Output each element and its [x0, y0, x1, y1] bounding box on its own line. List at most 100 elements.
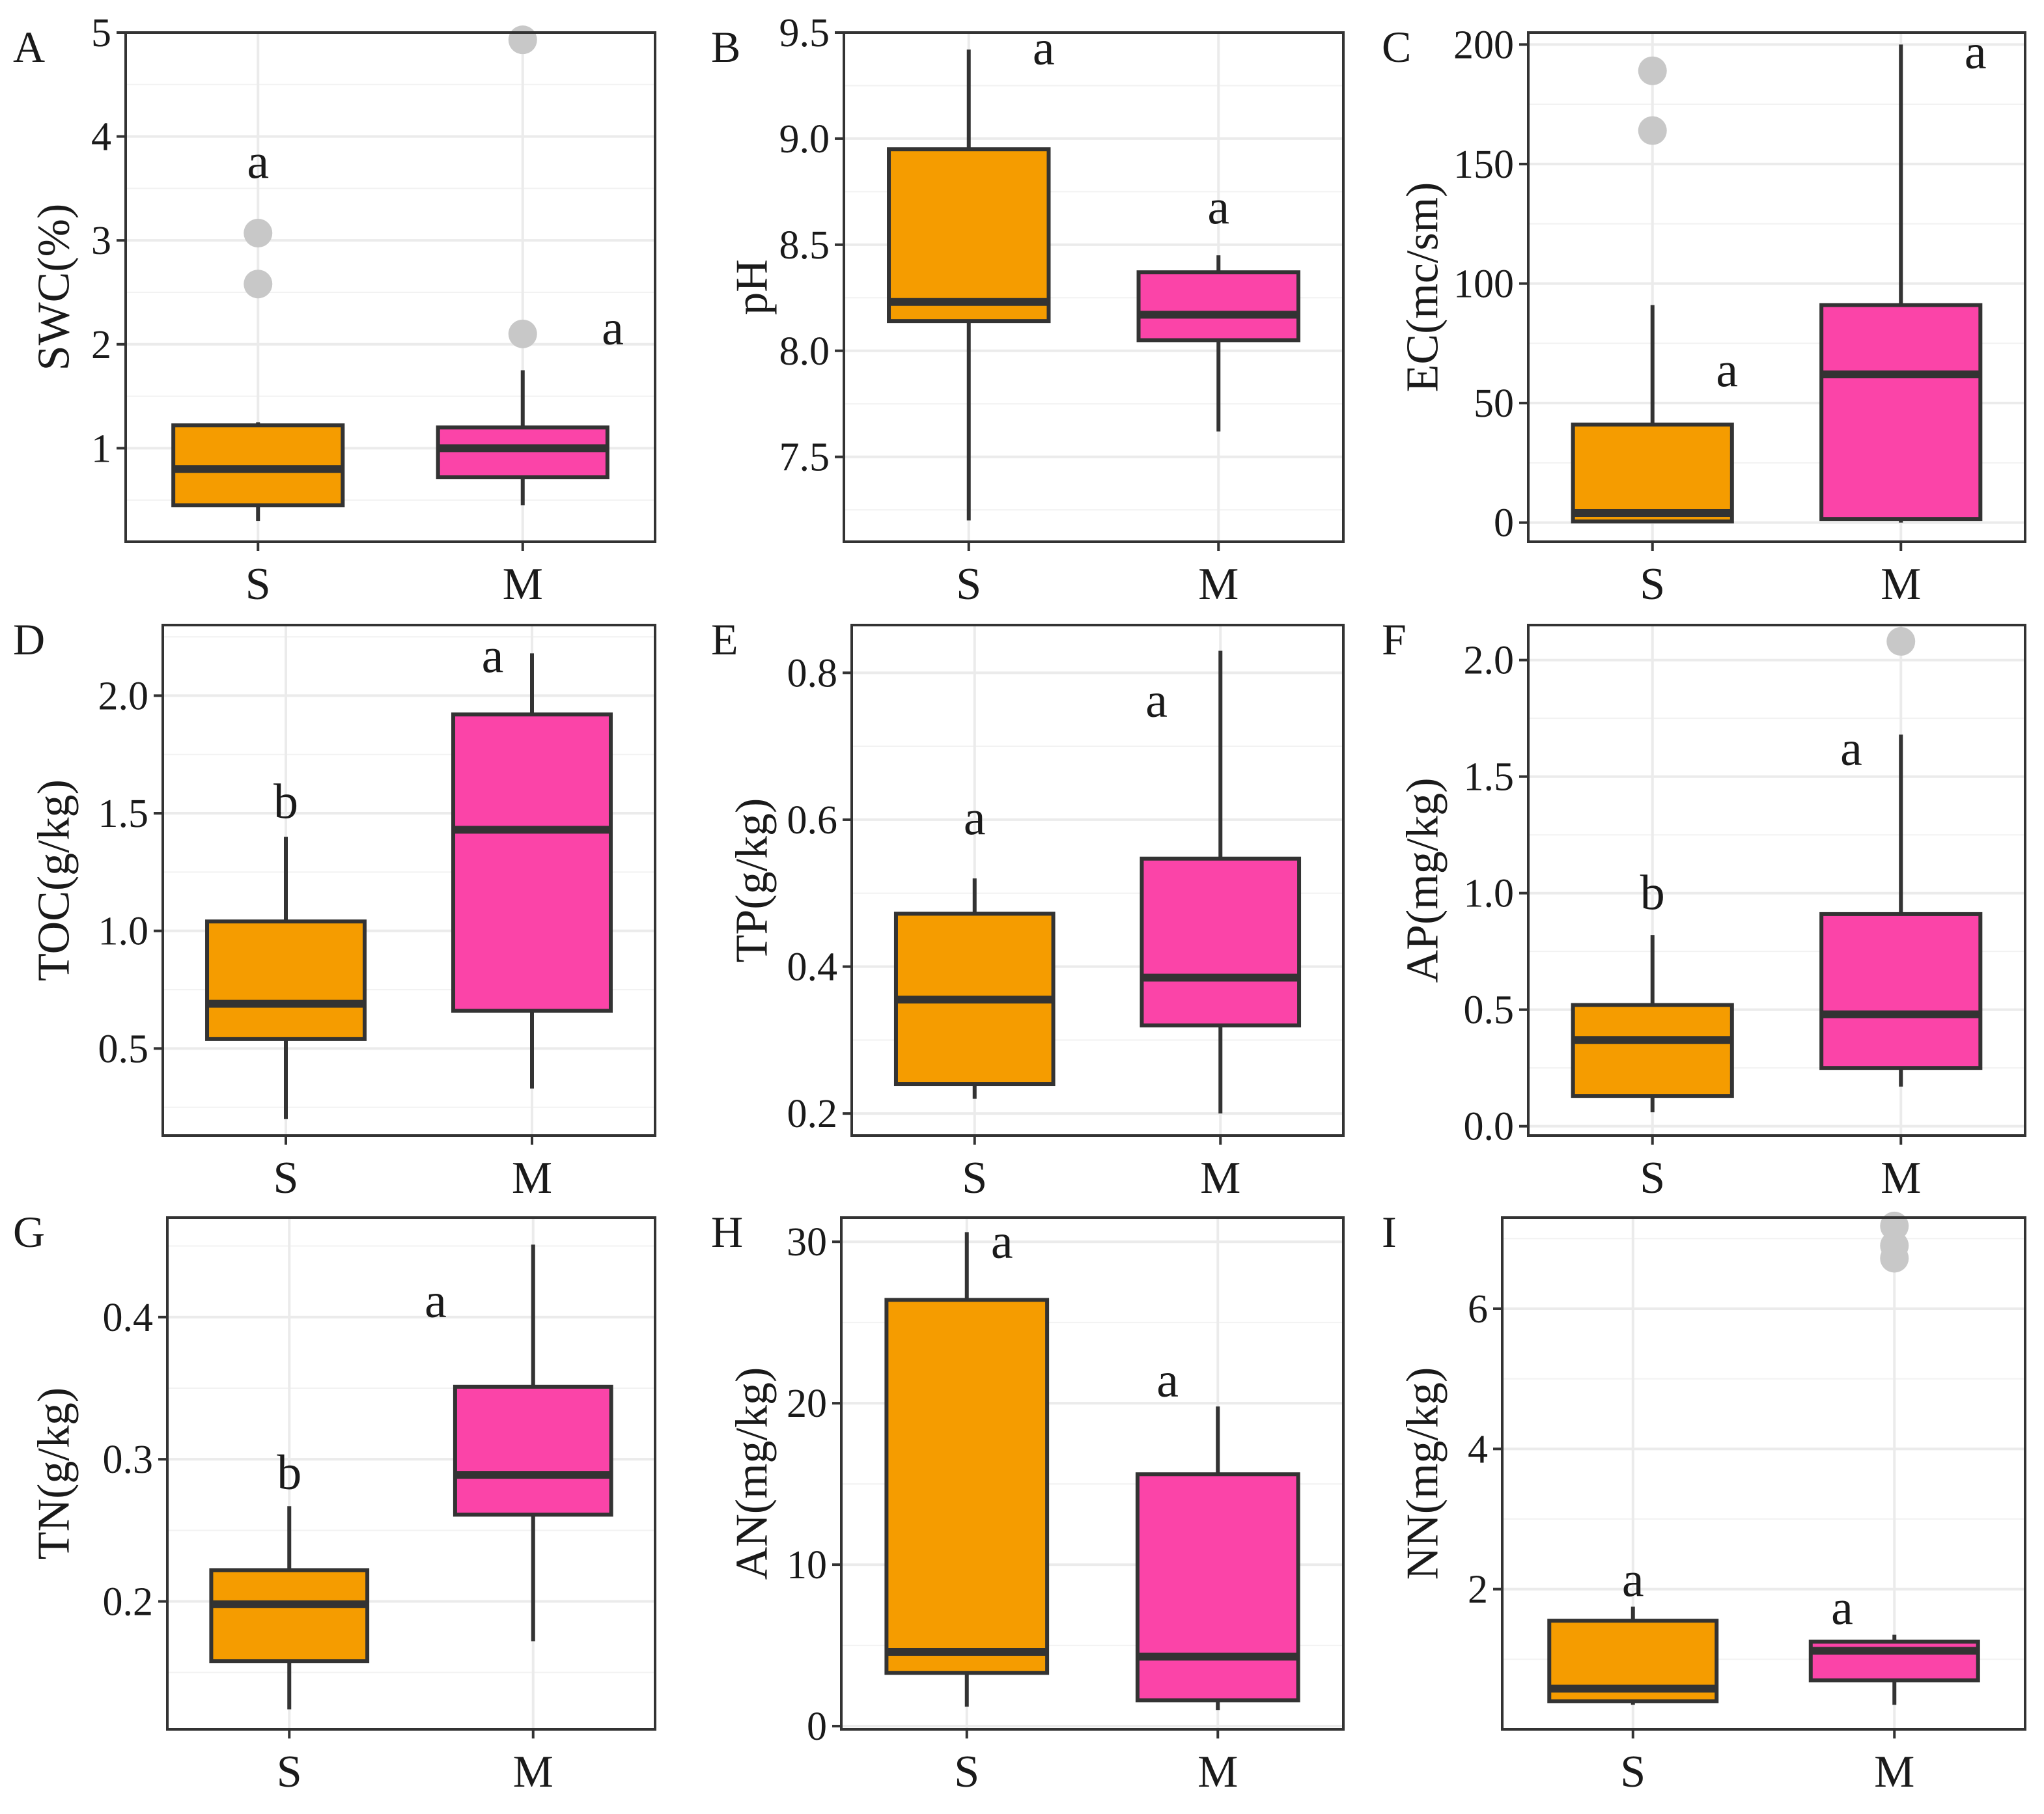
x-category-label: M — [1197, 1747, 1238, 1797]
y-tick-label: 150 — [1453, 143, 1514, 187]
box-m: a — [1136, 180, 1300, 432]
panel-label: A — [13, 22, 45, 72]
x-category-label: M — [1200, 1153, 1240, 1203]
box-m: a — [1140, 650, 1302, 1114]
y-axis-title: NN(mg/kg) — [1398, 1367, 1448, 1580]
box-iqr — [887, 147, 1051, 324]
y-tick-label: 0.5 — [1464, 988, 1515, 1033]
y-tick-label: 0.4 — [787, 945, 838, 990]
significance-letter: a — [482, 628, 504, 683]
y-tick-label: 1.0 — [98, 910, 149, 954]
significance-letter: a — [1831, 1580, 1853, 1635]
outlier-point — [1886, 627, 1916, 656]
y-axis-title: AN(mg/kg) — [727, 1367, 777, 1580]
box-m: a — [436, 25, 624, 506]
y-tick-label: 2 — [91, 323, 111, 367]
outlier-point — [244, 270, 273, 299]
outlier-point — [1880, 1231, 1909, 1261]
box-iqr — [205, 919, 367, 1041]
y-tick-label: 9.0 — [779, 117, 830, 161]
significance-letter: a — [1156, 1353, 1179, 1408]
box-iqr — [436, 425, 609, 480]
y-axis-title: TN(g/kg) — [29, 1388, 79, 1559]
significance-letter: a — [1840, 721, 1862, 776]
x-category-label: S — [954, 1747, 979, 1797]
panel-label: B — [711, 22, 740, 72]
significance-letter: a — [602, 301, 624, 356]
panel-border — [161, 624, 656, 1137]
box-m: a — [1808, 1211, 1980, 1705]
outlier-point — [508, 319, 537, 348]
panel-border — [166, 1216, 656, 1731]
y-tick-label: 0.2 — [787, 1092, 838, 1136]
y-axis-title: TOC(g/kg) — [29, 779, 79, 981]
y-tick-label: 200 — [1453, 23, 1514, 67]
x-category-label: M — [512, 1153, 552, 1203]
significance-letter: a — [964, 790, 986, 845]
box-m: a — [1135, 1353, 1300, 1710]
x-category-label: S — [277, 1747, 302, 1797]
y-tick-label: 2.0 — [1464, 639, 1515, 683]
x-category-label: M — [1881, 1153, 1921, 1203]
panel-label: F — [1382, 615, 1407, 664]
box-iqr — [1819, 303, 1983, 522]
y-tick-label: 1.5 — [1464, 755, 1515, 800]
significance-letter: a — [1207, 180, 1229, 234]
box-iqr — [1136, 270, 1300, 342]
box-iqr — [209, 1568, 370, 1664]
panel-h: a a 0 10 20 30 S M AN(mg/kg) H — [711, 1207, 1345, 1797]
significance-letter: a — [425, 1274, 447, 1328]
outlier-point — [1638, 56, 1667, 85]
box-m: a — [451, 628, 613, 1089]
significance-letter: b — [277, 1445, 301, 1500]
x-category-label: S — [273, 1153, 299, 1203]
panel-label: E — [711, 615, 738, 664]
box-s: a — [893, 790, 1056, 1099]
panel-border — [850, 624, 1345, 1137]
panel-label: D — [13, 615, 45, 664]
y-tick-label: 4 — [1468, 1427, 1488, 1472]
y-tick-label: 3 — [91, 219, 111, 263]
panel-b: a a 7.5 8.0 8.5 9.0 9.5 S MpH B — [711, 11, 1345, 609]
box-m: a — [425, 1244, 613, 1641]
y-tick-label: 20 — [787, 1382, 827, 1426]
y-tick-label: 10 — [787, 1543, 827, 1587]
y-axis-title: SWC(%) — [29, 204, 79, 371]
significance-letter: a — [1716, 342, 1738, 397]
significance-letter: b — [1640, 866, 1665, 921]
y-tick-label: 5 — [91, 11, 111, 55]
y-tick-label: 0.5 — [98, 1027, 149, 1071]
box-s: a — [171, 134, 345, 522]
outlier-point — [1638, 116, 1667, 145]
y-tick-label: 1.5 — [98, 792, 149, 836]
y-tick-label: 8.5 — [779, 223, 830, 268]
box-iqr — [453, 1384, 613, 1517]
box-iqr — [1135, 1472, 1300, 1703]
significance-letter: a — [1965, 25, 1987, 79]
x-category-label: M — [1881, 559, 1921, 609]
y-tick-label: 0.8 — [787, 651, 838, 695]
y-axis-title: pH — [727, 259, 777, 315]
y-tick-label: 0.0 — [1464, 1105, 1515, 1149]
y-tick-label: 0.3 — [103, 1438, 154, 1482]
outlier-point — [1880, 1211, 1909, 1240]
panel-label: C — [1382, 22, 1411, 72]
panel-border — [1501, 1216, 2026, 1731]
panel-border — [840, 1216, 1345, 1731]
x-category-label: M — [503, 559, 543, 609]
significance-letter: a — [1145, 673, 1168, 728]
x-category-label: M — [1198, 559, 1239, 609]
x-category-label: M — [513, 1747, 553, 1797]
significance-letter: a — [247, 134, 269, 189]
significance-letter: a — [1622, 1552, 1644, 1607]
box-iqr — [1140, 856, 1302, 1027]
panel-a: a a 1 2 3 4 5 S M SWC(%) A — [13, 11, 656, 609]
x-category-label: S — [1640, 1153, 1665, 1203]
y-tick-label: 4 — [91, 115, 111, 160]
y-tick-label: 0.4 — [103, 1296, 154, 1340]
y-tick-label: 9.5 — [779, 11, 830, 55]
y-tick-label: 100 — [1453, 262, 1514, 306]
box-s: b — [209, 1445, 370, 1710]
box-m: a — [1819, 627, 1983, 1087]
box-iqr — [1571, 423, 1734, 523]
